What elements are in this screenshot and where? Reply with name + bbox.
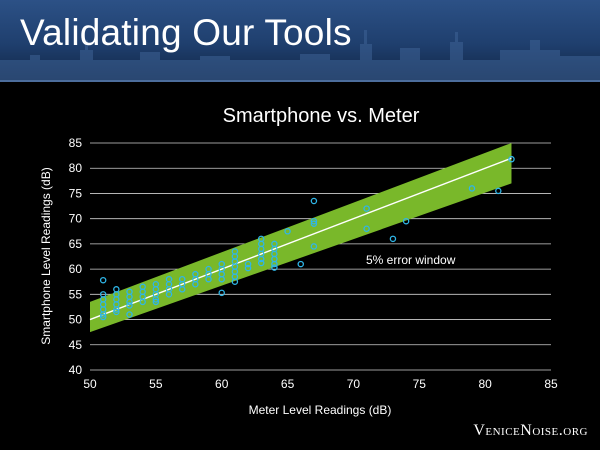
scatter-chart: Smartphone vs. Meter 40 45 50 55 60 65 70 75 80 8… (39, 105, 558, 417)
data-point (218, 275, 225, 283)
axis-ticks: 40 45 50 55 60 65 70 75 80 85 50 55 60 65 70 75 80 85 (69, 136, 558, 391)
data-point (99, 313, 107, 321)
data-point (495, 187, 502, 195)
data-points (99, 155, 515, 321)
data-point (218, 289, 225, 297)
slide-header: Validating Our Tools (0, 0, 600, 80)
data-point (257, 259, 265, 267)
y-tick-label: 45 (69, 338, 83, 352)
data-point (310, 220, 318, 227)
error-band-area (90, 143, 512, 333)
data-point (257, 255, 265, 263)
error-band (90, 143, 512, 333)
data-point (284, 228, 291, 235)
data-point (271, 260, 278, 268)
data-point (165, 291, 173, 298)
x-tick-label: 50 (83, 377, 97, 391)
data-point (99, 311, 107, 318)
data-point (113, 306, 120, 313)
x-tick-label: 70 (347, 377, 361, 391)
data-point (310, 217, 318, 225)
data-point (310, 243, 318, 250)
slide-title: Validating Our Tools (20, 12, 352, 53)
data-point (468, 185, 476, 192)
data-point (297, 260, 304, 268)
data-point (139, 298, 146, 306)
y-tick-label: 85 (69, 136, 83, 150)
data-point (113, 308, 120, 316)
data-point (231, 278, 239, 285)
city-skyline-image (0, 30, 600, 80)
header-divider (0, 80, 600, 82)
y-tick-label: 65 (69, 237, 83, 251)
data-point (99, 276, 107, 284)
y-tick-label: 80 (69, 161, 83, 175)
x-tick-label: 55 (149, 377, 163, 391)
y-axis-label: Smartphone Level Readings (dB) (39, 167, 53, 344)
data-point (244, 260, 252, 268)
y-tick-label: 75 (69, 186, 83, 200)
data-point (363, 225, 370, 233)
x-tick-label: 65 (281, 377, 295, 391)
data-point (508, 155, 515, 163)
data-point (126, 311, 133, 318)
y-tick-label: 70 (69, 212, 83, 226)
y-tick-label: 60 (69, 262, 83, 276)
data-point (178, 286, 186, 293)
grid-lines (90, 142, 551, 371)
chart-title: Smartphone vs. Meter (223, 105, 420, 127)
data-point (402, 217, 410, 225)
data-point (310, 197, 318, 205)
x-tick-label: 60 (215, 377, 229, 391)
data-point (389, 235, 397, 243)
data-point (152, 298, 160, 306)
x-axis-label: Meter Level Readings (dB) (249, 403, 392, 417)
data-point (271, 264, 278, 271)
site-credit: VeniceNoise.org (473, 422, 588, 439)
data-point (152, 296, 160, 303)
x-tick-label: 80 (478, 377, 492, 391)
fit-line (89, 157, 512, 321)
data-point (126, 298, 133, 306)
x-tick-label: 75 (413, 377, 427, 391)
y-tick-label: 50 (69, 313, 83, 327)
data-point (363, 205, 370, 212)
data-point (244, 264, 252, 272)
y-tick-label: 55 (69, 287, 83, 301)
data-point (126, 302, 133, 309)
data-point (205, 275, 212, 283)
fit-line-path (89, 157, 512, 321)
data-point (192, 280, 199, 288)
x-tick-label: 85 (544, 377, 558, 391)
y-tick-label: 40 (69, 363, 83, 377)
band-annotation: 5% error window (366, 253, 456, 267)
